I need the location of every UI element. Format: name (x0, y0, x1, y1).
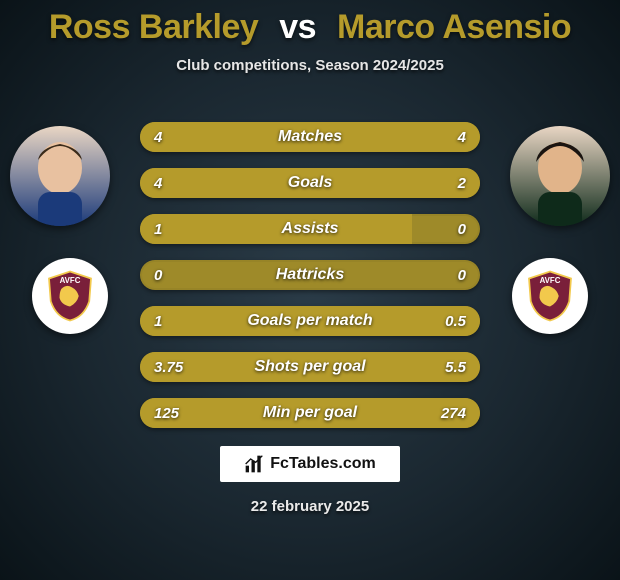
svg-text:AVFC: AVFC (540, 276, 561, 285)
avatar-left-svg (10, 126, 110, 226)
bar-label: Goals (140, 168, 480, 198)
bar-label: Shots per goal (140, 352, 480, 382)
bar-chart-icon (244, 454, 264, 474)
title-player1: Ross Barkley (49, 8, 258, 46)
bar-row: 10Assists (140, 214, 480, 244)
bar-label: Min per goal (140, 398, 480, 428)
club-left-crest-svg: AVFC (42, 268, 98, 324)
bar-label: Hattricks (140, 260, 480, 290)
svg-text:AVFC: AVFC (60, 276, 81, 285)
club-right-badge: AVFC (512, 258, 588, 334)
bar-row: 3.755.5Shots per goal (140, 352, 480, 382)
bar-label: Goals per match (140, 306, 480, 336)
bar-row: 44Matches (140, 122, 480, 152)
player-right-avatar (510, 126, 610, 226)
branding-text: FcTables.com (270, 455, 376, 473)
avatar-right-svg (510, 126, 610, 226)
bar-row: 10.5Goals per match (140, 306, 480, 336)
bar-label: Matches (140, 122, 480, 152)
page-title: Ross Barkley vs Marco Asensio (0, 0, 620, 47)
bar-label: Assists (140, 214, 480, 244)
bar-row: 42Goals (140, 168, 480, 198)
title-player2: Marco Asensio (337, 8, 571, 46)
date-text: 22 february 2025 (0, 498, 620, 515)
comparison-bars: 44Matches 42Goals 10Assists 00Hattricks 10.5… (140, 122, 480, 444)
club-right-crest-svg: AVFC (522, 268, 578, 324)
branding-badge[interactable]: FcTables.com (220, 446, 400, 482)
subtitle: Club competitions, Season 2024/2025 (0, 57, 620, 74)
bar-row: 00Hattricks (140, 260, 480, 290)
club-left-badge: AVFC (32, 258, 108, 334)
bar-row: 125274Min per goal (140, 398, 480, 428)
player-left-avatar (10, 126, 110, 226)
title-vs: vs (279, 8, 316, 46)
